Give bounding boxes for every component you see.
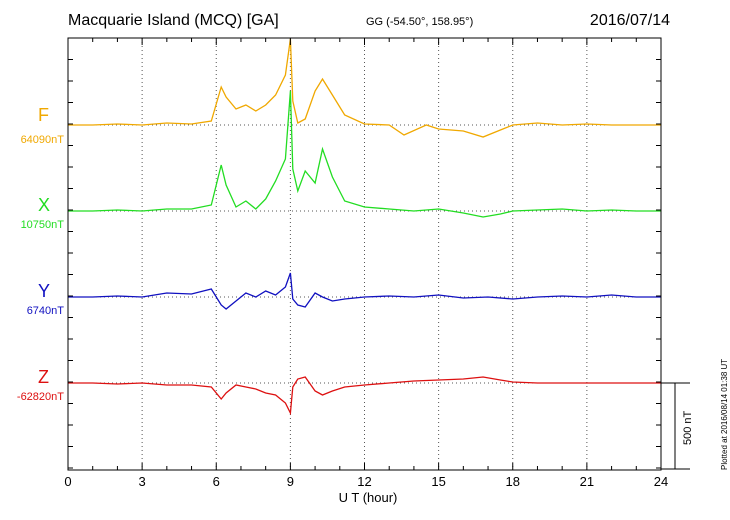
grid-lines xyxy=(68,38,661,470)
x-axis-label: U T (hour) xyxy=(339,490,398,505)
chart-title: Macquarie Island (MCQ) [GA] xyxy=(68,12,279,29)
scale-bar-label: 500 nT xyxy=(682,410,694,445)
traces xyxy=(68,38,661,416)
x-tick-label: 3 xyxy=(139,474,146,489)
baseline-label-z: -62820nT xyxy=(16,391,64,403)
x-tick-label: 12 xyxy=(357,474,371,489)
series-label-y: Y xyxy=(38,281,51,301)
scale-bar xyxy=(661,382,690,470)
x-tick-label: 6 xyxy=(213,474,220,489)
chart-date: 2016/07/14 xyxy=(589,12,670,29)
series-label-z: Z xyxy=(38,367,49,387)
baseline-label-y: 6740nT xyxy=(26,305,64,317)
baseline-label-x: 10750nT xyxy=(20,219,64,231)
trace-x xyxy=(68,90,661,218)
series-label-x: X xyxy=(38,195,51,215)
trace-z xyxy=(68,376,661,416)
plotted-timestamp: Plotted at 2016/08/14 01:38 UT xyxy=(720,358,729,470)
trace-f xyxy=(68,38,661,138)
x-tick-label: 21 xyxy=(580,474,594,489)
x-tick-labels: 0 3 6 9 12 15 18 21 24 xyxy=(64,474,668,489)
baseline-label-f: 64090nT xyxy=(20,134,64,146)
x-tick-label: 0 xyxy=(64,474,71,489)
x-tick-label: 9 xyxy=(287,474,294,489)
x-tick-label: 15 xyxy=(431,474,445,489)
station-coords: GG (-54.50°, 158.95°) xyxy=(366,16,474,28)
series-label-f: F xyxy=(38,105,49,125)
axes xyxy=(67,37,662,471)
trace-y xyxy=(68,272,661,310)
x-tick-label: 18 xyxy=(506,474,520,489)
x-tick-label: 24 xyxy=(654,474,668,489)
